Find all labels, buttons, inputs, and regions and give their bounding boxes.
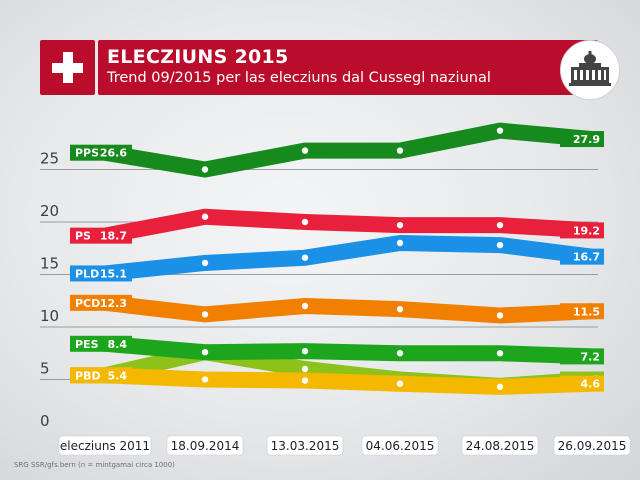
- x-tick-box: [166, 435, 244, 456]
- data-point-ps: [496, 221, 504, 229]
- series-start-box-pcd: [70, 294, 132, 311]
- y-tick-label: 0: [40, 412, 50, 430]
- data-point-pld: [201, 259, 209, 267]
- series-name-label: PCD: [75, 297, 100, 310]
- chart-subtitle: Trend 09/2015 per las elecziuns dal Cuss…: [107, 70, 491, 86]
- series-line-ps: [103, 208, 593, 244]
- series-end-value: 27.9: [573, 133, 600, 146]
- x-tick-box: [461, 435, 539, 456]
- x-tick-label: 18.09.2014: [171, 439, 240, 453]
- x-tick-label: elecziuns 2011: [60, 439, 150, 453]
- series-name-label: PS: [75, 230, 91, 243]
- x-tick-label: 13.03.2015: [271, 439, 340, 453]
- y-tick-label: 5: [40, 360, 50, 378]
- data-point-pps: [496, 127, 504, 134]
- series-start-box-pbd: [70, 367, 132, 384]
- series-line-pbd: [104, 367, 593, 395]
- series-end-value: 4.6: [581, 378, 601, 391]
- series-end-box-pes: [560, 348, 604, 365]
- series-line-pps: [103, 122, 593, 178]
- data-point-pes: [201, 349, 209, 356]
- y-tick-label: 25: [40, 150, 59, 168]
- data-point-pcd: [201, 311, 209, 318]
- series-end-box-pcd: [560, 303, 604, 320]
- x-tick-label: 24.08.2015: [466, 439, 535, 453]
- data-point-pps: [301, 147, 309, 154]
- x-tick-label: 26.09.2015: [558, 439, 627, 453]
- series-start-value: 15.1: [100, 267, 127, 280]
- data-point-pes: [496, 350, 504, 357]
- data-point-pps: [201, 166, 209, 173]
- data-point-pld: [496, 241, 504, 249]
- series-start-value: 8.4: [108, 338, 128, 351]
- data-point-pld: [396, 239, 404, 247]
- x-tick-box: [361, 435, 439, 456]
- y-tick-label: 10: [40, 307, 59, 325]
- series-end-value: 16.7: [573, 251, 600, 264]
- y-tick-label: 20: [40, 202, 59, 220]
- series-end-value: 7.2: [581, 350, 601, 363]
- data-point-pcd: [496, 312, 504, 319]
- series-line-pld: [104, 235, 593, 282]
- x-tick-box: [58, 435, 152, 456]
- data-point-ps: [301, 218, 309, 226]
- data-point-pes: [396, 350, 404, 357]
- chart-title: ELECZIUNS 2015: [107, 46, 289, 68]
- source-note: SRG SSR/gfs.bern (n = mintgamai circa 10…: [14, 461, 175, 469]
- data-point-ps: [396, 221, 404, 229]
- data-point-pes: [301, 347, 309, 355]
- series-start-box-pes: [70, 335, 132, 352]
- series-name-label: PES: [75, 338, 99, 351]
- series-end-value: 11.5: [573, 305, 600, 318]
- data-point-pld: [301, 254, 309, 261]
- series-end-box-pbd: [560, 375, 604, 392]
- title-banner: ELECZIUNS 2015 Trend 09/2015 per las ele…: [98, 40, 598, 95]
- series-name-label: PPS: [75, 147, 99, 160]
- series-end-value: 19.2: [573, 224, 600, 237]
- series-end-box-pps: [560, 131, 604, 148]
- x-tick-box: [266, 435, 344, 456]
- data-point-pvl: [301, 365, 309, 373]
- data-point-pbd: [301, 377, 309, 384]
- data-point-pps: [396, 147, 404, 154]
- y-tick-label: 15: [40, 255, 59, 273]
- series-end-box-ps: [560, 222, 604, 239]
- series-line-pes: [104, 335, 593, 365]
- data-point-pbd: [496, 383, 504, 391]
- series-start-box-pps: [70, 144, 132, 161]
- data-point-pbd: [396, 380, 404, 387]
- series-start-box-ps: [70, 227, 132, 244]
- series-start-value: 5.4: [108, 369, 128, 382]
- series-end-box-pld: [560, 248, 604, 265]
- x-tick-label: 04.06.2015: [366, 439, 435, 453]
- data-point-pbd: [201, 376, 209, 383]
- series-name-label: PLD: [75, 267, 99, 280]
- series-name-label: PBD: [75, 369, 101, 382]
- series-start-value: 12.3: [100, 297, 127, 310]
- data-point-pcd: [301, 302, 309, 310]
- series-start-box-pld: [70, 265, 132, 282]
- x-tick-box: [553, 435, 631, 456]
- series-line-pcd: [104, 294, 593, 324]
- data-point-pcd: [396, 305, 404, 313]
- series-start-value: 18.7: [100, 230, 127, 243]
- swiss-flag-icon: [40, 40, 95, 95]
- series-start-value: 26.6: [100, 147, 127, 160]
- federal-palace-icon: [560, 40, 620, 100]
- data-point-ps: [201, 213, 209, 220]
